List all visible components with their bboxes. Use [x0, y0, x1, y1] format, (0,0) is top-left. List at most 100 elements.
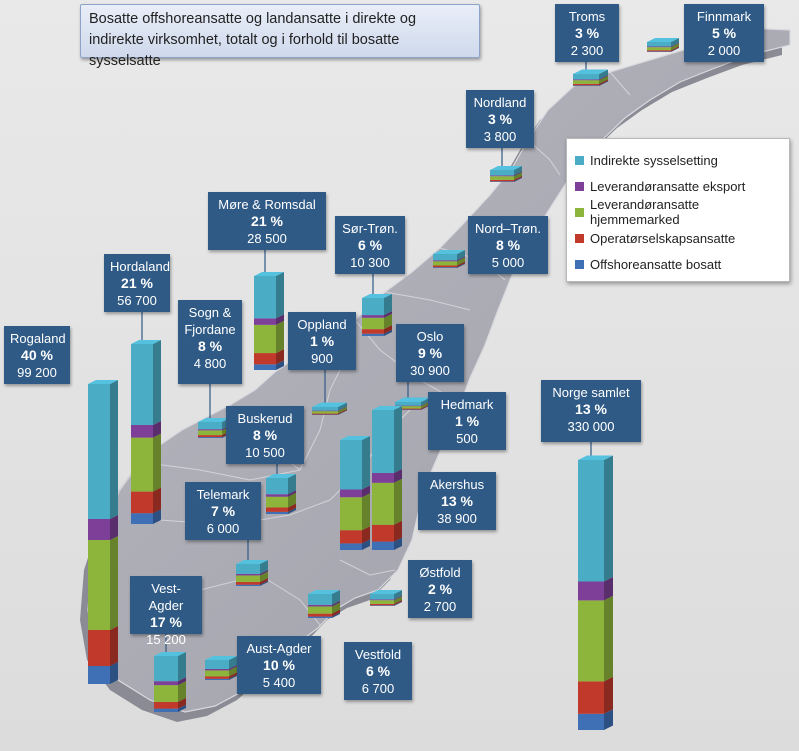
- region-total: 99 200: [17, 365, 57, 380]
- bar-hordaland-segment-offshore: [131, 513, 153, 524]
- region-name: Vestfold: [354, 647, 402, 662]
- bar-oppland-segment-hjemmemarked: [312, 411, 338, 414]
- bar-hordaland-side-operator: [153, 487, 161, 514]
- bar-aust-agder: [205, 656, 237, 680]
- region-total: 28 500: [247, 231, 287, 246]
- region-label-oslo: Oslo 9 % 30 900: [396, 324, 464, 382]
- region-label-hordaland: Hordaland 21 % 56 700: [104, 254, 170, 312]
- bar-sør-trøn: [362, 294, 392, 336]
- region-percent: 3 %: [574, 25, 600, 41]
- bar-buskerud-side-hjemmemarked: [288, 492, 296, 508]
- bar-nord-trøn: [433, 250, 465, 268]
- region-name: Vest-Agder: [148, 581, 184, 613]
- bar-møre-romsdal-segment-eksport: [254, 318, 276, 325]
- bar-sør-trøn-segment-eksport: [362, 315, 384, 318]
- bar-telemark-segment-eksport: [236, 573, 260, 576]
- bar-oslo-inner-side-hjemmemarked: [362, 493, 370, 531]
- bar-nordland: [490, 166, 522, 182]
- legend-label-eksport: Leverandøransatte eksport: [590, 178, 746, 194]
- bar-aust-agder-side-hjemmemarked: [229, 666, 237, 677]
- bar-vest-agder-side-offshore: [178, 704, 186, 712]
- bar-finnmark-side-eksport: [671, 42, 679, 48]
- region-label-finnmark: Finnmark 5 % 2 000: [684, 4, 764, 62]
- bar-østfold-segment-hjemmemarked: [370, 600, 394, 604]
- bar-vest-agder: [154, 652, 186, 712]
- bar-oslo-side-eksport: [421, 401, 430, 407]
- bar-buskerud-segment-operator: [266, 507, 288, 512]
- region-label-oppland: Oppland 1 % 900: [288, 312, 356, 370]
- region-label-rogaland: Rogaland 40 % 99 200: [4, 326, 70, 384]
- bar-telemark-segment-offshore: [236, 584, 260, 586]
- bar-troms-segment-offshore: [573, 85, 599, 86]
- bar-østfold-side-indirekte: [394, 590, 402, 600]
- bar-rogaland-top: [88, 380, 118, 384]
- bar-akershus-side-eksport: [394, 469, 402, 483]
- bar-buskerud: [266, 474, 296, 514]
- region-total: 330 000: [567, 419, 615, 434]
- region-label-vestfold: Vestfold 6 % 6 700: [344, 642, 412, 700]
- bar-sogn-fjordane-top: [198, 418, 230, 422]
- region-percent: 13 %: [575, 401, 607, 417]
- region-label-nordland: Nordland 3 % 3 800: [466, 90, 534, 148]
- region-total: 56 700: [117, 293, 157, 308]
- bar-norge-samlet-side-offshore: [604, 709, 613, 730]
- bar-buskerud-segment-hjemmemarked: [266, 496, 288, 508]
- bar-troms-side-operator: [599, 79, 608, 86]
- bar-møre-romsdal-segment-offshore: [254, 364, 276, 370]
- bar-vestfold-side-indirekte: [332, 590, 340, 605]
- bar-buskerud-side-indirekte: [288, 474, 296, 495]
- region-percent: 1 %: [309, 333, 335, 349]
- bar-finnmark-segment-hjemmemarked: [647, 47, 671, 51]
- bar-nord-trøn-side-eksport: [457, 256, 465, 262]
- bar-oslo-inner-side-operator: [362, 526, 370, 544]
- bar-troms-segment-operator: [573, 83, 599, 86]
- region-name: Sør-Trøn.: [342, 221, 398, 236]
- legend-item-operator: Operatørselskapsansatte: [575, 225, 781, 251]
- bar-rogaland-segment-offshore: [88, 666, 110, 684]
- bar-nordland-side-indirekte: [514, 166, 522, 176]
- bar-oslo-inner-segment-operator: [340, 530, 362, 544]
- bar-telemark-side-hjemmemarked: [260, 571, 268, 583]
- bar-rogaland-segment-hjemmemarked: [88, 540, 110, 630]
- bar-akershus-side-hjemmemarked: [394, 478, 402, 525]
- bar-telemark-top: [236, 560, 268, 564]
- bar-oslo-segment-hjemmemarked: [395, 406, 421, 409]
- region-name: Sogn & Fjordane: [184, 305, 236, 337]
- region-total: 900: [311, 351, 333, 366]
- bar-nord-trøn-side-operator: [457, 261, 465, 268]
- region-label-buskerud: Buskerud 8 % 10 500: [226, 406, 304, 464]
- bar-nord-trøn-segment-indirekte: [433, 254, 457, 261]
- bar-oslo-segment-indirekte: [395, 402, 421, 406]
- region-name: Oslo: [416, 329, 444, 344]
- bar-vestfold-segment-operator: [308, 613, 332, 617]
- region-total: 6 700: [361, 681, 395, 696]
- bar-møre-romsdal-segment-operator: [254, 353, 276, 365]
- bar-vestfold-segment-offshore: [308, 616, 332, 618]
- bar-nordland-segment-eksport: [490, 175, 514, 177]
- bar-akershus: [372, 406, 402, 550]
- bar-møre-romsdal-top: [254, 272, 284, 276]
- region-total: 10 300: [350, 255, 390, 270]
- bar-finnmark-side-hjemmemarked: [671, 43, 679, 51]
- bar-møre-romsdal-side-offshore: [276, 360, 284, 370]
- bar-hordaland: [131, 340, 161, 524]
- legend-item-eksport: Leverandøransatte eksport: [575, 173, 781, 199]
- bar-oslo-side-offshore: [421, 405, 430, 410]
- bar-nord-trøn-segment-operator: [433, 265, 457, 268]
- bar-oslo-inner-segment-offshore: [340, 543, 362, 550]
- region-name: Østfold: [419, 565, 461, 580]
- bar-telemark-segment-hjemmemarked: [236, 575, 260, 583]
- bar-sogn-fjordane-segment-eksport: [198, 429, 222, 431]
- region-label-østfold: Østfold 2 % 2 700: [408, 560, 472, 618]
- bar-aust-agder-segment-indirekte: [205, 660, 229, 669]
- bar-finnmark-segment-indirekte: [647, 42, 671, 47]
- bar-akershus-side-operator: [394, 520, 402, 542]
- region-percent: 7 %: [210, 503, 236, 519]
- region-total: 2 000: [707, 43, 741, 58]
- bar-finnmark-side-indirekte: [671, 38, 679, 47]
- bar-aust-agder-top: [205, 656, 237, 660]
- bar-oslo-top: [395, 397, 430, 402]
- bar-norge-samlet-segment-indirekte: [578, 460, 604, 582]
- bar-møre-romsdal-side-eksport: [276, 314, 284, 325]
